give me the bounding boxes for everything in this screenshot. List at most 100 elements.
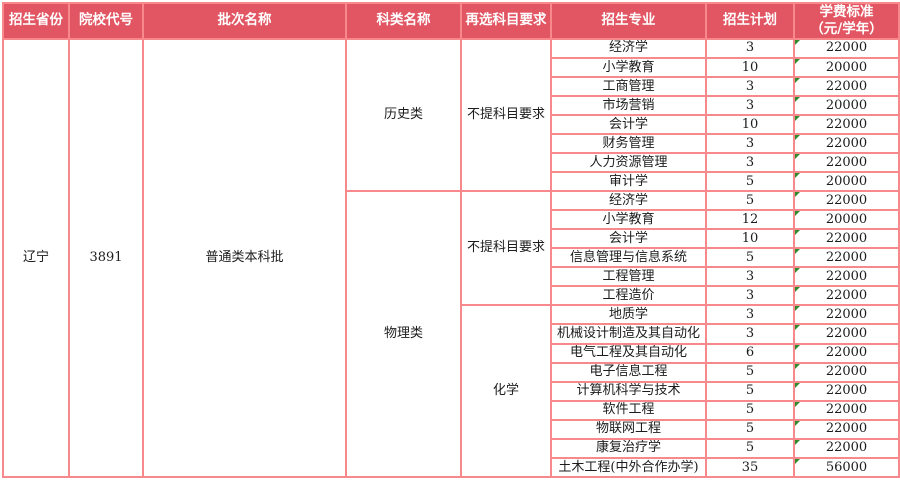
fee-cell: 22000 [793, 190, 900, 212]
college-code-cell: 3891 [68, 37, 144, 479]
plan-cell: 3 [705, 285, 795, 307]
fee-cell: 20000 [793, 209, 900, 231]
major-cell: 机械设计制造及其自动化 [550, 323, 707, 345]
fee-cell: 22000 [793, 285, 900, 307]
table-row: 软件工程 5 22000 [3, 399, 900, 421]
plan-cell: 3 [705, 266, 795, 288]
plan-cell: 5 [705, 171, 795, 193]
fee-cell: 56000 [793, 456, 900, 479]
column-header-college-code: 院校代号 [68, 2, 144, 40]
major-cell: 经济学 [550, 190, 707, 212]
table-body: 辽宁 3891 普通类本科批 历史类 不提科目要求 经济学 3 22000 小学教育 10 2000… [2, 37, 900, 479]
major-cell: 信息管理与信息系统 [550, 247, 707, 269]
requirement-cell: 不提科目要求 [460, 190, 552, 307]
major-cell: 电子信息工程 [550, 361, 707, 383]
table-row: 信息管理与信息系统 5 22000 [3, 247, 900, 269]
table-row: 化学 地质学 3 22000 [3, 304, 900, 478]
major-cell: 工程管理 [550, 266, 707, 288]
fee-cell: 22000 [793, 342, 900, 364]
table-row: 土木工程(中外合作办学) 35 56000 [3, 456, 900, 479]
subject-category-cell: 历史类 [345, 37, 462, 193]
major-cell: 人力资源管理 [550, 152, 707, 174]
major-cell: 工程造价 [550, 285, 707, 307]
table-row: 小学教育 10 20000 [3, 56, 900, 78]
table-row: 电气工程及其自动化 6 22000 [3, 342, 900, 364]
major-cell: 经济学 [550, 37, 707, 59]
plan-cell: 5 [705, 361, 795, 383]
fee-cell: 22000 [793, 304, 900, 326]
fee-cell: 22000 [793, 247, 900, 269]
major-cell: 审计学 [550, 171, 707, 193]
fee-cell: 22000 [793, 323, 900, 345]
fee-cell: 22000 [793, 399, 900, 421]
subject-category-cell: 物理类 [345, 190, 462, 478]
table-row: 机械设计制造及其自动化 3 22000 [3, 323, 900, 345]
column-header-batch: 批次名称 [142, 2, 347, 40]
fee-cell: 22000 [793, 437, 900, 459]
plan-cell: 6 [705, 342, 795, 364]
fee-cell: 22000 [793, 380, 900, 402]
requirement-cell: 化学 [460, 304, 552, 478]
column-header-province: 招生省份 [2, 2, 70, 40]
fee-cell: 22000 [793, 266, 900, 288]
fee-cell: 22000 [793, 37, 900, 59]
plan-cell: 3 [705, 94, 795, 116]
table-row: 物联网工程 5 22000 [3, 418, 900, 440]
province-cell: 辽宁 [2, 37, 70, 479]
fee-cell: 20000 [793, 56, 900, 78]
column-header-major: 招生专业 [550, 2, 707, 40]
fee-cell: 20000 [793, 171, 900, 193]
major-cell: 电气工程及其自动化 [550, 342, 707, 364]
plan-cell: 10 [705, 228, 795, 250]
major-cell: 财务管理 [550, 132, 707, 155]
plan-cell: 5 [705, 418, 795, 440]
column-header-fee: 学费标准 （元/学年） [793, 2, 900, 40]
header-row: 招生省份 院校代号 批次名称 科类名称 再选科目要求 招生专业 招生计划 学费标… [2, 2, 900, 40]
fee-cell: 22000 [793, 418, 900, 440]
table-row: 会计学 10 22000 [3, 228, 900, 250]
table-row: 财务管理 3 22000 [3, 132, 900, 155]
plan-cell: 12 [705, 209, 795, 231]
plan-cell: 5 [705, 190, 795, 212]
plan-cell: 3 [705, 75, 795, 97]
plan-cell: 3 [705, 37, 795, 59]
plan-cell: 3 [705, 323, 795, 345]
major-cell: 计算机科学与技术 [550, 380, 707, 402]
requirement-cell: 不提科目要求 [460, 37, 552, 193]
major-cell: 小学教育 [550, 56, 707, 78]
plan-cell: 3 [705, 152, 795, 174]
table-row: 小学教育 12 20000 [3, 209, 900, 231]
major-cell: 小学教育 [550, 209, 707, 231]
column-header-subject-category: 科类名称 [345, 2, 462, 40]
table-row: 电子信息工程 5 22000 [3, 361, 900, 383]
plan-cell: 35 [705, 456, 795, 479]
table-row: 物理类 不提科目要求 经济学 5 22000 [3, 190, 900, 478]
table-row: 会计学 10 22000 [3, 113, 900, 135]
major-cell: 康复治疗学 [550, 437, 707, 459]
table-row: 工商管理 3 22000 [3, 75, 900, 97]
table-row: 工程管理 3 22000 [3, 266, 900, 288]
batch-cell: 普通类本科批 [142, 37, 347, 479]
table-row: 审计学 5 20000 [3, 171, 900, 193]
major-cell: 会计学 [550, 113, 707, 135]
major-cell: 地质学 [550, 304, 707, 326]
major-cell: 物联网工程 [550, 418, 707, 440]
plan-cell: 5 [705, 380, 795, 402]
plan-cell: 3 [705, 132, 795, 155]
fee-cell: 22000 [793, 228, 900, 250]
plan-cell: 5 [705, 399, 795, 421]
fee-cell: 22000 [793, 361, 900, 383]
table-row: 市场营销 3 20000 [3, 94, 900, 116]
major-cell: 软件工程 [550, 399, 707, 421]
table-row: 计算机科学与技术 5 22000 [3, 380, 900, 402]
plan-cell: 5 [705, 437, 795, 459]
table-row: 人力资源管理 3 22000 [3, 152, 900, 174]
fee-cell: 20000 [793, 94, 900, 116]
fee-cell: 22000 [793, 75, 900, 97]
column-header-plan: 招生计划 [705, 2, 795, 40]
table-row: 康复治疗学 5 22000 [3, 437, 900, 459]
plan-cell: 10 [705, 56, 795, 78]
major-cell: 会计学 [550, 228, 707, 250]
major-cell: 土木工程(中外合作办学) [550, 456, 707, 479]
